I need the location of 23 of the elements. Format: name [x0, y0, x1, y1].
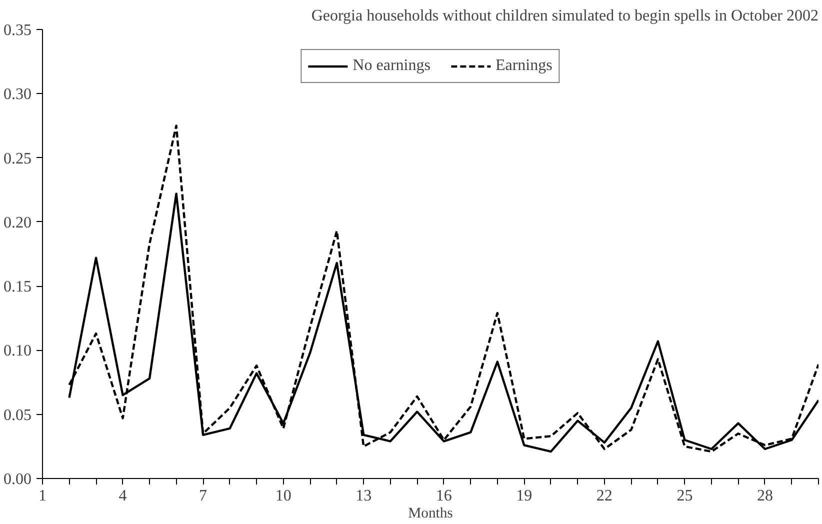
line-series — [68, 124, 818, 453]
y-tick-label: 0.05 — [4, 406, 32, 424]
x-tick-label: 22 — [596, 488, 612, 504]
y-tick-label: 0.15 — [4, 278, 32, 296]
x-tick-label: 16 — [436, 488, 452, 504]
legend-label: No earnings — [352, 57, 430, 75]
x-tick-label: 28 — [756, 488, 773, 504]
x-tick-label: 10 — [275, 488, 292, 504]
y-tick-label: 0.35 — [4, 22, 32, 39]
y-tick-label: 0.30 — [4, 86, 32, 104]
x-axis-title: Months — [408, 506, 454, 522]
x-tick-label: 19 — [516, 488, 532, 504]
legend-label: Earnings — [495, 57, 552, 75]
x-tick-label: 4 — [118, 488, 127, 504]
y-tick-label: 0.00 — [4, 471, 32, 488]
x-tick-label: 13 — [356, 488, 372, 504]
y-tick-label: 0.10 — [4, 342, 32, 360]
y-tick-label: 0.20 — [4, 214, 32, 232]
x-tick-label: 1 — [38, 488, 46, 504]
x-tick-label: 7 — [199, 488, 208, 504]
x-tick-label: 25 — [676, 488, 693, 504]
y-tick-label: 0.25 — [4, 150, 32, 168]
chart-title: Georgia households without children simulated to begin spells in October 2002 — [311, 8, 819, 24]
